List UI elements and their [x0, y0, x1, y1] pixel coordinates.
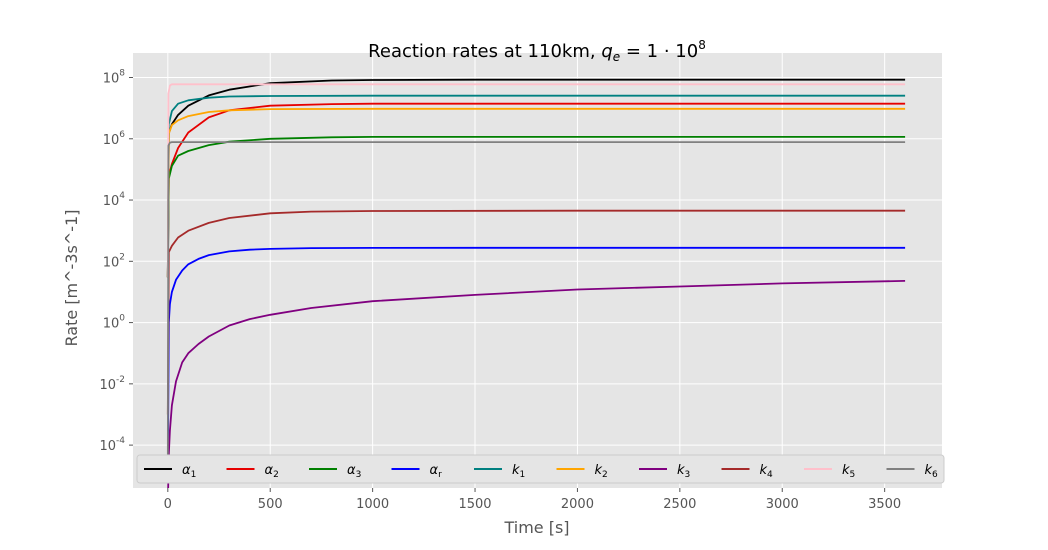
- x-tick-label: 2500: [663, 497, 696, 512]
- grid-lines: [133, 53, 942, 488]
- series-line-α1: [166, 78, 906, 278]
- legend-box: [136, 454, 945, 484]
- x-axis-ticks: 0 500 1000 1500 2000 2500 3000 3500: [164, 488, 901, 512]
- series-lines: [166, 78, 906, 488]
- legend-entry-name: k: [760, 463, 768, 478]
- y-tick-base: 10: [103, 317, 120, 332]
- series-line-k6: [166, 141, 906, 476]
- y-tick-exponent: -2: [116, 375, 125, 385]
- legend-entry-name: k: [925, 463, 933, 478]
- y-tick-base: 10: [99, 378, 116, 393]
- x-tick-label: 2000: [561, 497, 594, 512]
- y-tick-label: 102: [103, 252, 125, 270]
- series-line-k4: [166, 209, 906, 415]
- legend-entry-label: k2: [595, 463, 608, 480]
- plot-background: [133, 53, 942, 488]
- legend-entry-sub: 1: [191, 470, 197, 480]
- chart-title-math-rest: = 1 · 10: [620, 41, 698, 62]
- series-line-k2: [166, 107, 906, 278]
- y-tick-label: 10-4: [99, 436, 125, 454]
- legend-entry-name: k: [595, 463, 603, 478]
- y-tick-label: 108: [103, 69, 126, 87]
- x-tick-label: 0: [164, 497, 172, 512]
- legend-entry-sub: 2: [602, 470, 608, 480]
- y-tick-base: 10: [99, 439, 116, 454]
- y-tick-exponent: 6: [119, 130, 125, 140]
- legend-entry-sub: 5: [850, 470, 856, 480]
- legend-entry-label: k3: [677, 463, 690, 480]
- y-tick-base: 10: [103, 133, 120, 148]
- series-line-k3: [167, 280, 906, 488]
- legend-entry-label: αr: [430, 463, 443, 480]
- legend-entry-sub: 3: [685, 470, 691, 480]
- series-line-αr: [166, 246, 906, 476]
- chart-title-math-exp: 8: [698, 38, 706, 52]
- y-tick-label: 106: [103, 130, 126, 148]
- legend-entry-name: α: [182, 463, 191, 478]
- x-tick-label: 3000: [766, 497, 799, 512]
- series-line-k5: [166, 83, 906, 278]
- legend-entry-label: k6: [925, 463, 939, 480]
- legend-entry-sub: 6: [932, 470, 938, 480]
- y-tick-label: 100: [103, 314, 126, 332]
- legend-entry-sub: 1: [520, 470, 526, 480]
- legend-entry-label: α2: [265, 463, 279, 480]
- x-tick-label: 1500: [458, 497, 491, 512]
- y-tick-base: 10: [103, 194, 120, 209]
- chart-title: Reaction rates at 110km, qe = 1 · 108: [368, 38, 706, 64]
- legend-entry-sub: 3: [356, 470, 362, 480]
- legend-entry-name: α: [347, 463, 356, 478]
- y-tick-base: 10: [103, 72, 120, 87]
- legend-entry-name: α: [265, 463, 274, 478]
- y-tick-exponent: 2: [119, 252, 125, 262]
- y-axis-label: Rate [m^-3s^-1]: [62, 210, 81, 347]
- legend-entry-sub: r: [438, 470, 442, 480]
- legend-entry-sub: 2: [273, 470, 279, 480]
- legend-entry-label: α3: [347, 463, 361, 480]
- y-tick-exponent: 8: [119, 69, 125, 79]
- y-tick-exponent: 0: [119, 314, 125, 324]
- legend-entry-name: k: [677, 463, 685, 478]
- y-tick-exponent: 4: [119, 191, 125, 201]
- series-line-k1: [166, 94, 906, 278]
- legend-entry-sub: 4: [767, 470, 773, 480]
- legend-entry-label: k1: [512, 463, 525, 480]
- x-tick-label: 1000: [356, 497, 389, 512]
- legend-entry-name: α: [430, 463, 439, 478]
- x-axis-label: Time [s]: [503, 518, 569, 537]
- x-tick-label: 3500: [868, 497, 901, 512]
- legend-entry-label: k5: [842, 463, 855, 480]
- y-tick-base: 10: [103, 255, 120, 270]
- y-tick-label: 104: [103, 191, 126, 209]
- legend-entry-label: α1: [182, 463, 196, 480]
- y-tick-label: 10-2: [99, 375, 125, 393]
- chart-title-math-base: q: [601, 41, 612, 62]
- legend-entry-label: k4: [760, 463, 774, 480]
- y-tick-exponent: -4: [116, 436, 125, 446]
- chart-title-math-sub: e: [613, 50, 620, 64]
- legend: α1 α2 α3 αr k1 k2 k3 k4 k5 k6: [136, 454, 945, 484]
- chart-title-text: Reaction rates at 110km,: [368, 41, 601, 62]
- legend-entry-name: k: [842, 463, 850, 478]
- x-tick-label: 500: [258, 497, 283, 512]
- legend-entry-name: k: [512, 463, 520, 478]
